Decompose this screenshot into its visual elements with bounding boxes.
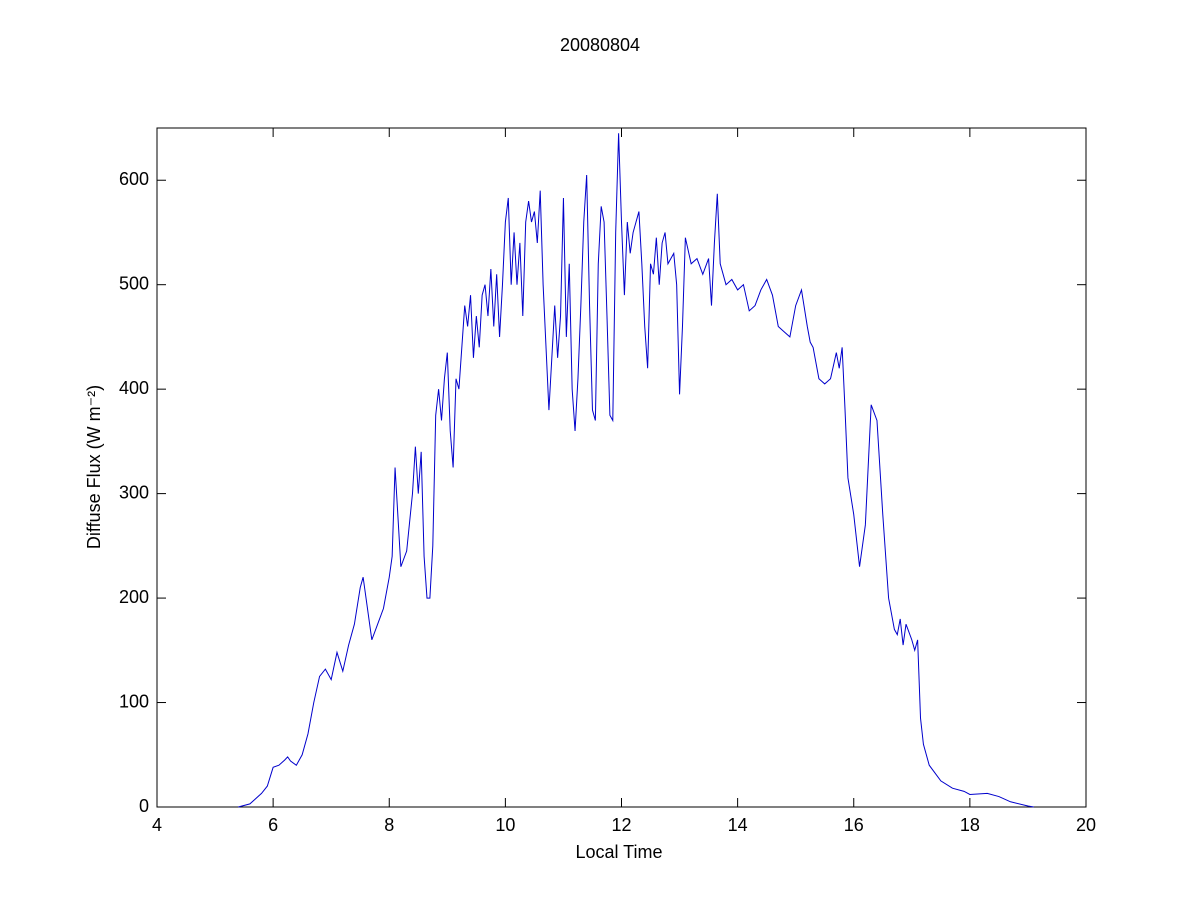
- x-tick-label: 18: [960, 815, 980, 835]
- y-tick-label: 0: [139, 796, 149, 816]
- x-tick-label: 16: [844, 815, 864, 835]
- x-tick-label: 10: [495, 815, 515, 835]
- y-axis-label: Diffuse Flux (W m⁻²): [84, 385, 104, 549]
- x-tick-label: 14: [728, 815, 748, 835]
- y-tick-label: 300: [119, 482, 149, 502]
- x-tick-label: 12: [611, 815, 631, 835]
- x-tick-label: 20: [1076, 815, 1096, 835]
- x-axis-label: Local Time: [575, 842, 662, 862]
- x-tick-label: 4: [152, 815, 162, 835]
- x-tick-label: 6: [268, 815, 278, 835]
- y-tick-label: 400: [119, 378, 149, 398]
- y-tick-label: 500: [119, 273, 149, 293]
- y-tick-label: 100: [119, 691, 149, 711]
- data-line: [238, 133, 1034, 808]
- chart-title: 20080804: [560, 35, 640, 55]
- x-tick-label: 8: [384, 815, 394, 835]
- y-tick-label: 200: [119, 587, 149, 607]
- y-tick-label: 600: [119, 169, 149, 189]
